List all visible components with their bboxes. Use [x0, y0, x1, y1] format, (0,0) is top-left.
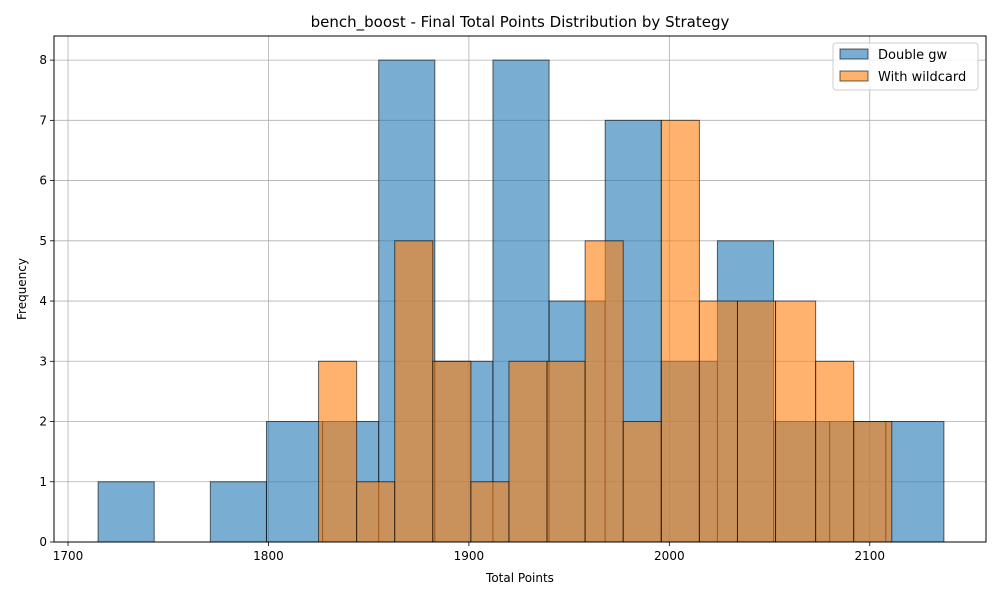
y-tick-label: 5 — [39, 234, 47, 248]
y-tick-label: 0 — [39, 535, 47, 549]
y-tick-label: 3 — [39, 354, 47, 368]
legend-label-with-wildcard: With wildcard — [878, 70, 966, 85]
legend-swatch-double-gw — [839, 48, 869, 60]
bar-with-wildcard — [622, 421, 662, 543]
bars — [97, 59, 945, 543]
x-tick-label: 1700 — [53, 549, 84, 563]
bar-double-gw — [97, 481, 155, 543]
bar-double-gw — [209, 481, 267, 543]
legend: Double gw With wildcard — [832, 42, 979, 91]
x-tick-label: 1900 — [454, 549, 485, 563]
x-axis-label: Total Points — [485, 571, 554, 585]
legend-label-double-gw: Double gw — [878, 48, 947, 63]
bar-with-wildcard — [698, 300, 738, 543]
y-axis-label: Frequency — [15, 258, 29, 320]
y-tick-label: 8 — [39, 53, 47, 67]
bar-with-wildcard — [432, 360, 472, 543]
x-tick-label: 2000 — [654, 549, 685, 563]
bar-with-wildcard — [815, 360, 855, 543]
x-tick-label: 2100 — [854, 549, 885, 563]
y-axis-ticks: 0 1 2 3 4 5 6 7 8 — [39, 53, 54, 549]
plot-frame — [53, 35, 987, 543]
y-tick-label: 7 — [39, 113, 47, 127]
bar-with-wildcard — [470, 481, 510, 543]
legend-frame — [832, 42, 979, 91]
bar-with-wildcard — [546, 360, 586, 543]
x-axis-ticks: 1700 1800 1900 2000 2100 — [53, 542, 885, 563]
y-tick-label: 4 — [39, 294, 47, 308]
bar-with-wildcard — [660, 119, 700, 543]
bar-with-wildcard — [736, 300, 777, 543]
bar-with-wildcard — [775, 300, 817, 543]
bar-with-wildcard — [853, 421, 893, 543]
y-tick-label: 1 — [39, 475, 47, 489]
bar-with-wildcard — [584, 240, 624, 543]
bar-double-gw — [265, 421, 324, 543]
chart-title: bench_boost - Final Total Points Distrib… — [311, 13, 730, 32]
bar-with-wildcard — [356, 481, 396, 543]
bar-with-wildcard — [318, 360, 358, 543]
bar-with-wildcard — [508, 360, 548, 543]
legend-swatch-with-wildcard — [839, 70, 869, 82]
x-tick-label: 1800 — [253, 549, 284, 563]
bar-with-wildcard — [394, 240, 434, 543]
bar-double-gw — [885, 421, 945, 543]
y-tick-label: 6 — [39, 174, 47, 188]
y-tick-label: 2 — [39, 415, 47, 429]
